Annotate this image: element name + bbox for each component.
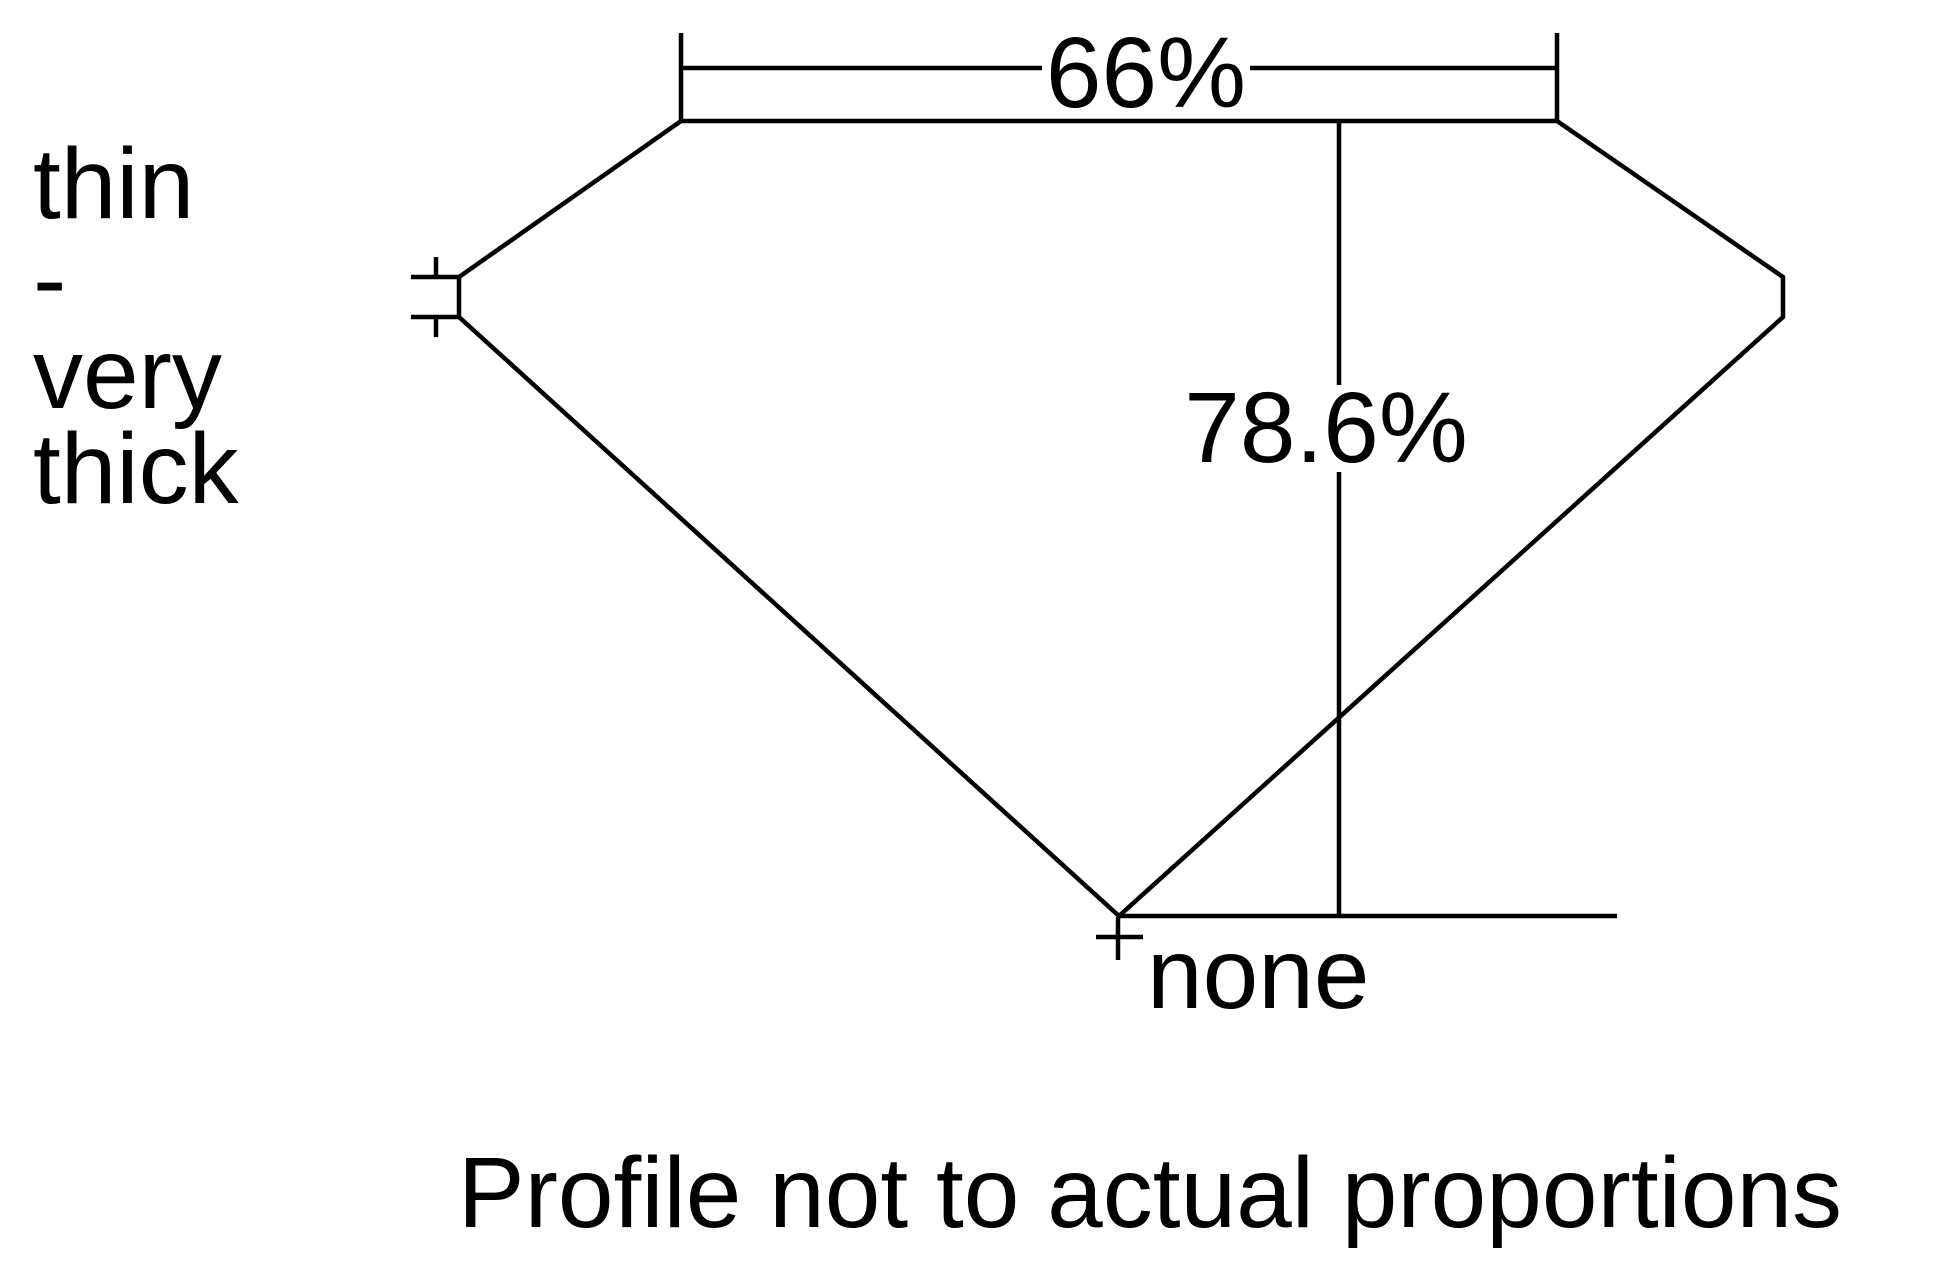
girdle-label-line-3: very bbox=[33, 318, 222, 430]
diamond-outline bbox=[456, 118, 1786, 920]
girdle-label-line-1: thin bbox=[33, 128, 194, 240]
depth-label: 78.6% bbox=[1184, 372, 1468, 484]
depth-dimension: 78.6% bbox=[1184, 121, 1468, 916]
culet-label: none bbox=[1147, 918, 1369, 1030]
caption: Profile not to actual proportions bbox=[458, 1137, 1842, 1249]
girdle-thickness-ticks bbox=[411, 257, 459, 337]
table-width-label: 66% bbox=[1046, 17, 1246, 129]
girdle-label-line-2: - bbox=[33, 223, 66, 335]
girdle-label-line-4: thick bbox=[33, 413, 240, 525]
table-width-dimension: 66% bbox=[678, 17, 1560, 129]
girdle-label: thin - very thick bbox=[33, 128, 240, 525]
culet-marker: none bbox=[1096, 917, 1369, 1030]
